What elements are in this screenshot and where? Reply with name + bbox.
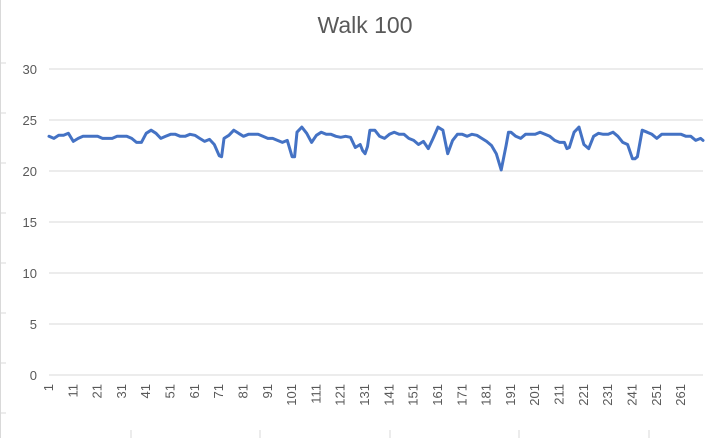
y-tick-label: 20 — [23, 164, 37, 179]
x-tick-label: 61 — [187, 384, 202, 398]
x-tick-label: 11 — [65, 384, 80, 398]
x-tick-label: 221 — [576, 384, 591, 406]
x-tick-label: 131 — [357, 384, 372, 406]
x-tick-label: 251 — [649, 384, 664, 406]
x-tick-label: 81 — [235, 384, 250, 398]
x-tick-label: 71 — [211, 384, 226, 398]
x-tick-label: 141 — [381, 384, 396, 406]
x-tick-label: 111 — [308, 384, 323, 404]
chart-title: Walk 100 — [317, 12, 413, 38]
x-tick-label: 21 — [90, 384, 105, 398]
x-tick-label: 231 — [600, 384, 615, 406]
x-tick-label: 161 — [430, 384, 445, 406]
x-tick-label: 51 — [163, 384, 178, 398]
x-tick-label: 201 — [527, 384, 542, 406]
x-tick-label: 261 — [673, 384, 688, 406]
x-tick-label: 41 — [138, 384, 153, 398]
x-tick-label: 121 — [333, 384, 348, 406]
x-tick-label: 171 — [454, 384, 469, 406]
y-tick-label: 0 — [30, 368, 37, 383]
x-tick-label: 151 — [406, 384, 421, 406]
y-tick-label: 25 — [23, 113, 37, 128]
x-tick-label: 241 — [624, 384, 639, 406]
y-tick-label: 30 — [23, 62, 37, 77]
x-tick-label: 91 — [260, 384, 275, 398]
x-tick-label: 191 — [503, 384, 518, 406]
x-tick-label: 181 — [479, 384, 494, 406]
x-tick-label: 31 — [114, 384, 129, 398]
x-tick-label: 101 — [284, 384, 299, 406]
x-tick-label: 211 — [552, 384, 567, 405]
y-tick-label: 15 — [23, 215, 37, 230]
x-tick-label: 1 — [41, 384, 56, 391]
y-tick-label: 5 — [30, 317, 37, 332]
y-tick-label: 10 — [23, 266, 37, 281]
series-line-0 — [47, 125, 705, 172]
